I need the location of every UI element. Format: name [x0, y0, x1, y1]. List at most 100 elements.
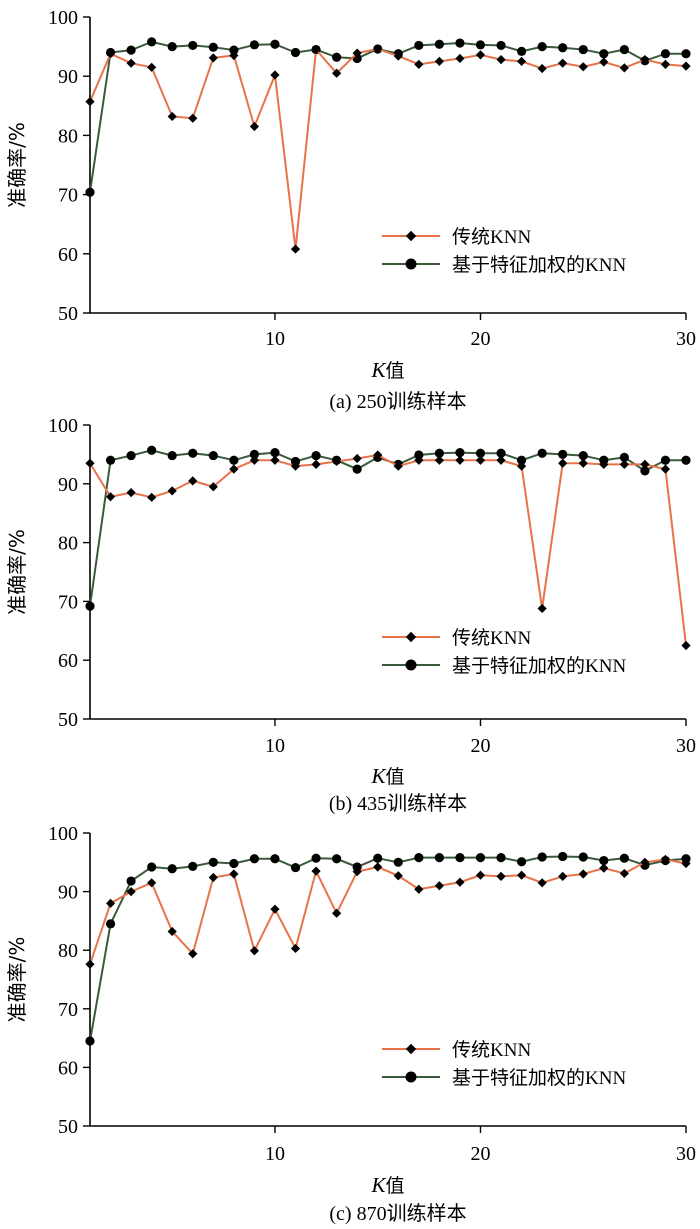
- data-point: [578, 62, 588, 72]
- data-point: [311, 44, 321, 55]
- data-point: [537, 878, 547, 888]
- data-point: [434, 455, 444, 465]
- data-point: [229, 455, 239, 465]
- data-point: [147, 37, 157, 47]
- data-point: [311, 450, 321, 461]
- data-point: [229, 45, 239, 55]
- data-point: [558, 851, 568, 862]
- data-point: [105, 49, 116, 59]
- y-tick-label: 80: [58, 125, 78, 147]
- data-point: [558, 458, 568, 468]
- data-point: [455, 455, 465, 465]
- legend-label: 传统KNN: [452, 627, 531, 649]
- data-point: [352, 48, 362, 58]
- y-tick-label: 50: [58, 709, 78, 731]
- data-point: [681, 49, 691, 59]
- data-point: [393, 871, 403, 881]
- data-point: [188, 448, 198, 458]
- data-point: [393, 51, 403, 61]
- data-point: [496, 55, 506, 65]
- data-point: [126, 488, 136, 498]
- data-point: [414, 853, 424, 863]
- data-point: [516, 857, 527, 867]
- chart-panel-c: 50 60 70 80 90 100 10 20 30 准确率/% K值 (c) 870训练样本 传统K…: [5, 823, 696, 1225]
- data-point: [208, 857, 218, 867]
- legend-label: 基于特征加权的KNN: [452, 1067, 626, 1089]
- y-tick-label: 70: [58, 999, 78, 1021]
- data-point: [578, 458, 588, 468]
- data-point: [373, 862, 383, 872]
- data-point: [373, 44, 383, 54]
- x-axis-label-suffix: 值: [386, 1175, 405, 1197]
- data-point: [558, 58, 568, 68]
- data-point: [332, 52, 342, 62]
- data-point: [578, 450, 588, 461]
- data-point: [619, 868, 629, 879]
- legend-label: 传统KNN: [452, 1039, 531, 1061]
- data-point: [640, 857, 650, 867]
- legend-marker: [405, 631, 417, 643]
- data-point: [393, 857, 403, 867]
- data-point: [105, 919, 116, 929]
- data-point: [167, 864, 177, 874]
- x-axis-label: K值: [370, 764, 404, 788]
- y-tick-label: 90: [58, 474, 78, 496]
- data-point: [85, 97, 95, 107]
- data-point: [270, 39, 280, 49]
- y-tick-label: 100: [48, 823, 78, 845]
- chart-panel-a: 50 60 70 80 90 100 10 20 30 准确率/% K值 (a) 250训练样本 传统K…: [5, 7, 696, 413]
- data-point: [537, 448, 547, 458]
- data-point: [414, 884, 424, 894]
- data-point: [352, 862, 362, 872]
- data-point: [188, 40, 198, 51]
- data-point: [85, 187, 95, 197]
- data-point: [619, 63, 629, 73]
- panel-caption: (a) 250训练样本: [329, 390, 466, 413]
- data-point: [619, 459, 629, 469]
- data-point: [311, 853, 321, 863]
- data-point: [558, 43, 568, 53]
- x-tick-label: 30: [676, 1143, 696, 1165]
- x-axis-label-suffix: 值: [386, 360, 405, 382]
- data-point: [537, 42, 547, 52]
- data-point: [455, 38, 465, 48]
- data-point: [455, 877, 465, 887]
- data-point: [85, 959, 95, 969]
- x-axis-label-variable: K: [370, 358, 386, 382]
- data-point: [599, 855, 609, 866]
- y-tick-label: 70: [58, 185, 78, 207]
- data-point: [475, 50, 486, 60]
- data-point: [126, 887, 136, 897]
- series-line: [89, 855, 687, 1042]
- data-point: [475, 870, 486, 880]
- data-point: [619, 44, 629, 55]
- data-point: [681, 640, 691, 651]
- data-point: [290, 47, 301, 58]
- data-point: [475, 40, 486, 50]
- data-point: [516, 461, 527, 471]
- legend-marker: [405, 258, 417, 270]
- legend-marker: [405, 230, 417, 242]
- data-point: [85, 458, 95, 468]
- data-point: [290, 461, 301, 471]
- x-axis-label-variable: K: [370, 1173, 386, 1197]
- data-point: [496, 853, 506, 863]
- y-tick-label: 70: [58, 591, 78, 613]
- data-point: [249, 449, 260, 459]
- data-point: [681, 61, 691, 71]
- series-line: [89, 858, 687, 965]
- data-point: [311, 866, 321, 876]
- data-point: [249, 455, 260, 465]
- data-point: [311, 459, 321, 469]
- x-tick-label: 20: [470, 1143, 490, 1165]
- data-point: [496, 448, 506, 458]
- y-tick-label: 50: [58, 1116, 78, 1138]
- data-point: [599, 863, 609, 873]
- data-point: [270, 448, 280, 458]
- data-point: [681, 854, 691, 864]
- data-point: [434, 39, 444, 49]
- x-axis-label-variable: K: [370, 764, 386, 788]
- data-point: [85, 601, 95, 611]
- data-point: [290, 862, 301, 873]
- data-point: [516, 56, 527, 66]
